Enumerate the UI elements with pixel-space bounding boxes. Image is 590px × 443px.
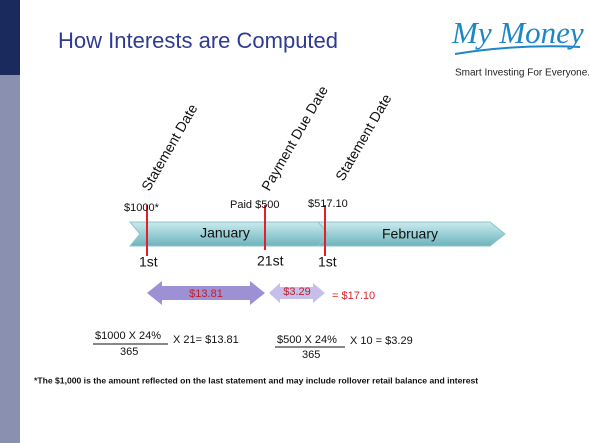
side-bar: [0, 75, 20, 443]
event-amount: Paid $500: [230, 199, 280, 211]
period-interest: $3.29: [283, 286, 311, 298]
formula-result: X 21= $13.81: [173, 334, 239, 346]
total: = $17.10: [332, 290, 375, 302]
logo-brand: My Money: [451, 15, 584, 50]
event-amount: $517.10: [308, 198, 348, 210]
event-day: 1st: [139, 254, 158, 270]
formula-numerator: $500 X 24%: [277, 334, 337, 346]
footnote: *The $1,000 is the amount reflected on t…: [34, 375, 478, 385]
event-day: 21st: [257, 253, 284, 269]
title: How Interests are Computed: [58, 28, 338, 53]
logo-swoosh: [454, 45, 581, 55]
formula-result: X 10 = $3.29: [350, 335, 413, 347]
month-label: January: [200, 225, 250, 241]
month-arrow: [316, 221, 506, 247]
side-bar-top: [0, 0, 20, 75]
period-arrow: [147, 281, 265, 305]
logo-tagline: Smart Investing For Everyone.: [455, 68, 590, 79]
period-arrow: [269, 283, 325, 303]
event-amount: $1000*: [124, 202, 160, 214]
period-interest: $13.81: [189, 288, 223, 300]
formula-denominator: 365: [302, 349, 320, 361]
formula-numerator: $1000 X 24%: [95, 330, 161, 342]
formula-denominator: 365: [120, 346, 138, 358]
month-label: February: [382, 226, 438, 242]
event-day: 1st: [318, 254, 337, 270]
